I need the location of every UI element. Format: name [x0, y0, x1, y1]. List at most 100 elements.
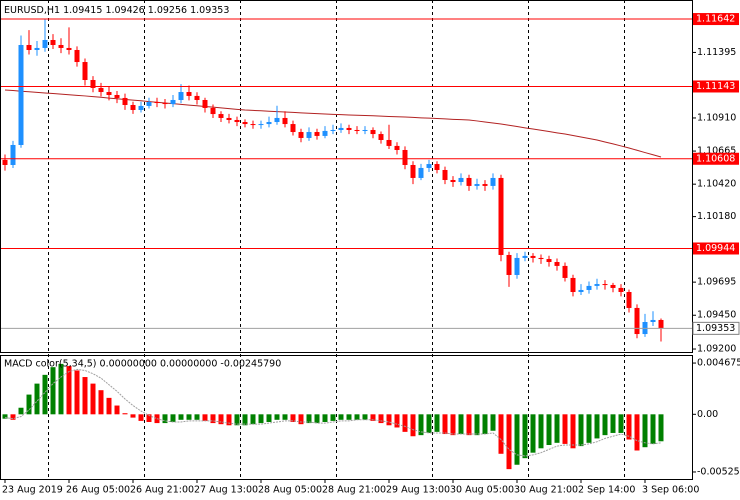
signal-line — [4, 368, 662, 457]
macd-bar — [138, 414, 144, 421]
candle-body — [570, 277, 576, 293]
candle-body — [346, 127, 352, 130]
macd-bar — [490, 414, 496, 431]
level-label-box — [693, 13, 739, 26]
macd-bar — [546, 414, 552, 446]
candle-body — [306, 132, 312, 138]
header-high: 1.09426 — [105, 5, 144, 16]
macd-bar — [394, 414, 400, 428]
y-tick-label: 1.09695 — [697, 277, 736, 288]
candle-body — [498, 177, 504, 255]
candle-body — [634, 307, 640, 335]
plot-layer — [0, 18, 692, 470]
candle-body — [402, 149, 408, 165]
candle-body — [514, 257, 520, 275]
macd-bar — [226, 414, 232, 426]
candle-body — [450, 179, 456, 183]
candle-body — [34, 47, 40, 50]
candle-body — [354, 129, 360, 131]
macd-bar — [426, 414, 432, 433]
candle-body — [146, 102, 152, 106]
candle-body — [186, 92, 192, 96]
candle-body — [210, 107, 216, 115]
macd-bar — [642, 414, 648, 448]
macd-bar — [474, 414, 480, 436]
header-open: 1.09415 — [63, 5, 102, 16]
macd-bar — [586, 414, 592, 443]
x-tick-label: 26 Aug 21:00 — [130, 485, 194, 496]
level-label: 1.10608 — [696, 153, 735, 164]
period-separators — [48, 0, 625, 479]
candle-body — [506, 254, 512, 275]
macd-bar — [514, 414, 520, 465]
candle-body — [122, 97, 128, 105]
macd-bar — [122, 413, 128, 415]
candle-body — [18, 44, 24, 145]
candle-body — [258, 124, 264, 126]
y-tick-label: 1.10910 — [697, 112, 736, 123]
macd-panel-frame — [0, 355, 693, 480]
candle-body — [658, 319, 664, 329]
last-price-box — [692, 321, 740, 335]
x-tick-label: 28 Aug 05:00 — [258, 485, 322, 496]
candle-body — [202, 99, 208, 108]
candle-body — [554, 262, 560, 266]
macd-bar — [2, 414, 8, 419]
candle-body — [650, 319, 656, 323]
macd-bar — [362, 414, 368, 420]
macd-bar — [450, 414, 456, 436]
macd-bar — [338, 414, 344, 420]
candle-body — [490, 177, 496, 186]
candle-body — [418, 167, 424, 178]
y-tick-label: 1.09200 — [697, 344, 736, 355]
macd-bar — [386, 414, 392, 426]
candle-body — [290, 124, 296, 133]
candle-body — [298, 132, 304, 138]
macd-bar — [346, 414, 352, 420]
macd-bar — [418, 414, 424, 436]
candle-body — [274, 117, 280, 123]
y-tick-label: -0.005259 — [697, 466, 740, 477]
macd-bar — [370, 414, 376, 421]
candle-body — [442, 169, 448, 180]
candle-body — [170, 99, 176, 105]
candle-body — [330, 129, 336, 131]
macd-bar — [282, 414, 288, 420]
macd-bar — [106, 397, 112, 415]
macd-bar — [378, 414, 384, 424]
macd-bar — [250, 414, 256, 425]
candle-body — [218, 114, 224, 118]
candle-body — [530, 255, 536, 258]
macd-bar — [354, 414, 360, 420]
candle-body — [114, 94, 120, 98]
macd-bar — [58, 363, 64, 415]
last-price-label: 1.09353 — [696, 323, 735, 334]
macd-bar — [618, 414, 624, 433]
macd-bar — [314, 414, 320, 424]
candle-body — [362, 129, 368, 131]
level-label-box — [693, 80, 739, 93]
macd-bar — [602, 414, 608, 436]
candle-body — [2, 159, 8, 165]
candle-body — [458, 177, 464, 183]
candle-body — [522, 255, 528, 258]
candle-body — [226, 117, 232, 120]
x-tick-label: 28 Aug 21:00 — [322, 485, 386, 496]
header-low: 1.09256 — [148, 5, 187, 16]
candle-body — [338, 127, 344, 130]
candle-body — [482, 184, 488, 186]
candle-body — [394, 145, 400, 150]
macd-bar — [442, 414, 448, 435]
candle-body — [538, 257, 544, 260]
candle-body — [626, 292, 632, 308]
level-label: 1.11143 — [696, 81, 735, 92]
macd-bar — [114, 405, 120, 415]
x-tick-label: 29 Aug 13:00 — [386, 485, 450, 496]
candle-body — [466, 177, 472, 186]
macd-bar — [554, 414, 560, 443]
macd-bar — [42, 374, 48, 415]
candle-body — [10, 144, 16, 165]
